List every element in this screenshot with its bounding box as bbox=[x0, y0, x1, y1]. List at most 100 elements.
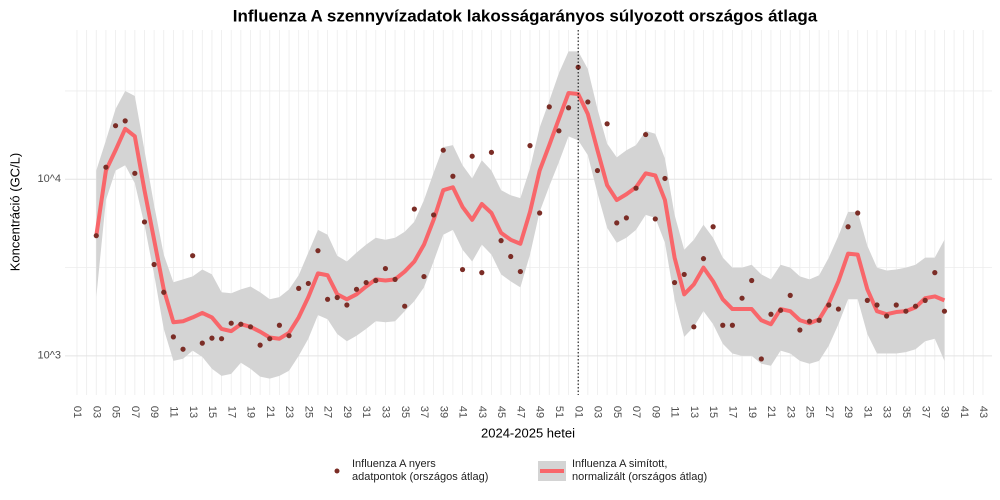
data-point bbox=[267, 336, 273, 342]
data-point bbox=[392, 276, 398, 282]
data-point bbox=[556, 128, 562, 134]
data-point bbox=[912, 303, 919, 309]
data-point bbox=[112, 123, 119, 129]
x-tick-label: 05 bbox=[110, 406, 122, 418]
x-tick-label: 05 bbox=[611, 406, 623, 418]
data-point bbox=[565, 105, 572, 111]
data-point bbox=[527, 143, 533, 149]
x-tick-label: 25 bbox=[302, 406, 314, 418]
data-point bbox=[180, 346, 186, 352]
x-tick-label: 39 bbox=[437, 406, 449, 418]
data-point bbox=[643, 131, 649, 138]
data-point bbox=[488, 149, 495, 155]
legend-item: Influenza A simított, normalizált (orszá… bbox=[538, 458, 707, 484]
data-point bbox=[469, 153, 475, 159]
x-tick-label: 21 bbox=[264, 406, 276, 418]
data-point bbox=[652, 216, 658, 222]
data-point bbox=[893, 302, 899, 308]
data-point bbox=[238, 321, 244, 327]
x-tick-label: 41 bbox=[457, 406, 469, 418]
x-tick-label: 15 bbox=[707, 406, 719, 418]
data-point bbox=[604, 121, 610, 127]
data-point bbox=[228, 320, 234, 326]
data-point bbox=[932, 269, 938, 276]
data-point bbox=[508, 253, 514, 260]
legend-item: Influenza A nyers adatpontok (országos á… bbox=[330, 458, 488, 484]
data-point bbox=[218, 336, 225, 342]
y-axis-title: Koncentráció (GC/L) bbox=[7, 153, 22, 272]
legend-marker bbox=[538, 461, 566, 481]
data-point bbox=[122, 118, 128, 124]
data-point bbox=[315, 248, 321, 254]
data-point bbox=[257, 342, 263, 348]
data-point bbox=[344, 302, 350, 308]
chart: Influenza A szennyvízadatok lakosságarán… bbox=[7, 6, 992, 440]
data-point bbox=[720, 322, 726, 328]
data-point bbox=[922, 297, 928, 303]
data-point bbox=[450, 173, 456, 179]
data-point bbox=[768, 311, 774, 317]
data-point bbox=[835, 306, 842, 312]
data-point bbox=[864, 297, 870, 303]
x-tick-label: 03 bbox=[90, 406, 102, 418]
x-tick-label: 13 bbox=[688, 406, 700, 418]
x-tick-label: 51 bbox=[553, 406, 565, 418]
data-point bbox=[575, 64, 581, 70]
x-tick-label: 19 bbox=[746, 406, 758, 418]
data-point bbox=[324, 296, 331, 302]
data-point bbox=[884, 313, 890, 319]
data-point bbox=[305, 280, 311, 287]
data-point bbox=[826, 302, 832, 308]
data-point bbox=[353, 286, 360, 292]
x-axis-title: 2024-2025 hetei bbox=[481, 425, 575, 440]
x-tick-label: 23 bbox=[784, 406, 796, 418]
data-point bbox=[594, 167, 601, 174]
data-point bbox=[296, 285, 302, 291]
data-point bbox=[855, 210, 861, 216]
x-tick-label: 23 bbox=[283, 406, 295, 418]
x-tick-label: 37 bbox=[919, 406, 931, 418]
data-point bbox=[874, 302, 880, 308]
data-point bbox=[671, 279, 678, 286]
x-tick-label: 13 bbox=[187, 406, 199, 418]
legend-marker bbox=[334, 468, 340, 474]
data-point bbox=[758, 356, 764, 362]
data-point bbox=[373, 277, 379, 284]
x-tick-label: 09 bbox=[148, 406, 160, 418]
data-point bbox=[729, 322, 736, 328]
data-point bbox=[845, 224, 851, 230]
x-tick-label: 09 bbox=[649, 406, 661, 418]
x-tick-label: 39 bbox=[939, 406, 951, 418]
x-tick-label: 33 bbox=[380, 406, 392, 418]
x-tick-label: 01 bbox=[71, 406, 83, 418]
x-tick-label: 07 bbox=[129, 406, 141, 418]
data-point bbox=[161, 289, 167, 295]
data-point bbox=[903, 308, 909, 314]
x-tick-label: 01 bbox=[572, 406, 584, 418]
data-point bbox=[777, 307, 784, 313]
legend-dot bbox=[334, 468, 340, 474]
x-tick-label: 31 bbox=[360, 406, 372, 418]
data-point bbox=[479, 269, 485, 276]
data-point bbox=[93, 233, 99, 239]
data-point bbox=[700, 256, 707, 262]
x-tick-label: 11 bbox=[669, 406, 681, 417]
x-tick-label: 43 bbox=[977, 406, 989, 418]
data-point bbox=[787, 292, 793, 298]
x-tick-label: 41 bbox=[958, 406, 970, 418]
y-tick-label: 10^4 bbox=[37, 173, 61, 185]
y-tick-label: 10^3 bbox=[37, 350, 61, 362]
data-point bbox=[286, 333, 292, 339]
legend-label: Influenza A nyers adatpontok (országos á… bbox=[352, 458, 489, 483]
x-tick-label: 35 bbox=[399, 406, 411, 418]
data-point bbox=[132, 170, 138, 176]
data-point bbox=[681, 271, 687, 278]
data-point bbox=[334, 294, 340, 301]
data-point bbox=[431, 212, 437, 218]
data-point bbox=[806, 318, 813, 324]
data-point bbox=[537, 210, 543, 216]
x-tick-label: 29 bbox=[341, 406, 353, 418]
data-point bbox=[459, 266, 466, 273]
data-point bbox=[498, 238, 504, 244]
data-point bbox=[440, 147, 446, 153]
